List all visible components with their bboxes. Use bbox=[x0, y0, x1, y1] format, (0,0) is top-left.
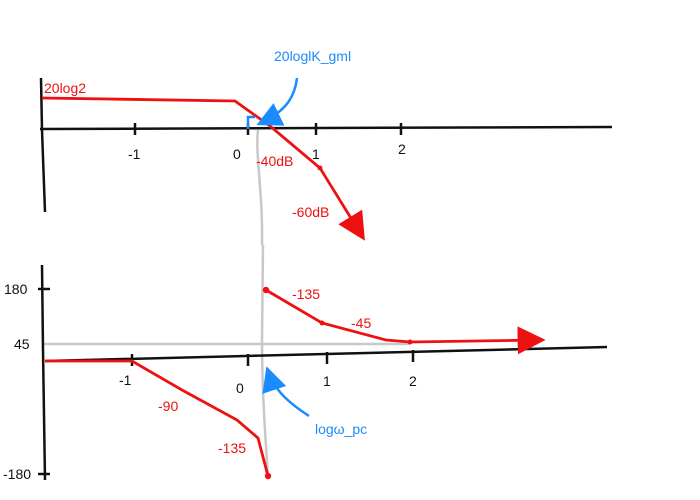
phase-upper-bend bbox=[320, 321, 325, 326]
magnitude-tick-label-minus-1: -1 bbox=[128, 146, 141, 162]
phase-end-point bbox=[265, 473, 271, 479]
phase-start-point bbox=[263, 287, 269, 293]
phase-tick-label-0: 0 bbox=[236, 380, 244, 396]
phase-lower-curve bbox=[45, 361, 268, 476]
phase-tick-label-2: 2 bbox=[409, 373, 417, 389]
phase-tick-label-1: 1 bbox=[323, 373, 331, 389]
magnitude-slope2-label: -60dB bbox=[292, 204, 329, 220]
phase-lower-label-1: -90 bbox=[158, 398, 178, 414]
phase-crossover-arrow bbox=[268, 371, 309, 416]
phase-y-label-minus-180: -180 bbox=[3, 466, 31, 482]
phase-lower-label-2: -135 bbox=[218, 440, 246, 456]
gain-crossover-guide bbox=[257, 130, 262, 245]
magnitude-tick-label-0: 0 bbox=[233, 146, 241, 162]
phase-y-label-180: 180 bbox=[4, 281, 28, 297]
phase-right-point bbox=[408, 340, 413, 345]
phase-crossover-label: logω_pc bbox=[315, 421, 367, 437]
phase-y-axis bbox=[42, 265, 45, 480]
phase-upper-label-2: -45 bbox=[351, 315, 371, 331]
magnitude-slope1-label: -40dB bbox=[256, 153, 293, 169]
magnitude-start-label: 20log2 bbox=[44, 80, 86, 96]
phase-y-label-45: 45 bbox=[14, 336, 30, 352]
phase-crossover-guide bbox=[262, 245, 268, 478]
magnitude-x-axis bbox=[40, 127, 612, 129]
magnitude-tick-label-1: 1 bbox=[312, 146, 320, 162]
phase-tick-label-minus-1: -1 bbox=[119, 372, 132, 388]
phase-upper-label-1: -135 bbox=[292, 286, 320, 302]
gain-margin-label: 20loglK_gml bbox=[274, 48, 351, 64]
gain-margin-arrow bbox=[261, 78, 297, 123]
magnitude-point bbox=[318, 166, 323, 171]
magnitude-tick-label-2: 2 bbox=[398, 141, 406, 157]
